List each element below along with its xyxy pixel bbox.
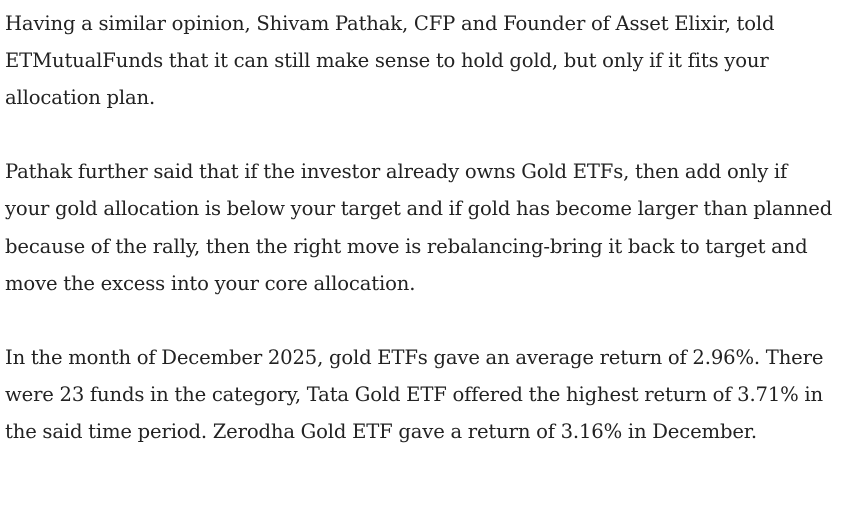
article-body: Having a similar opinion, Shivam Pathak,… [5, 5, 835, 450]
paragraph-rebalancing-advice: Pathak further said that if the investor… [5, 160, 833, 295]
paragraph-pathak-opinion: Having a similar opinion, Shivam Pathak,… [5, 12, 775, 110]
paragraph-december-returns: In the month of December 2025, gold ETFs… [5, 345, 824, 444]
